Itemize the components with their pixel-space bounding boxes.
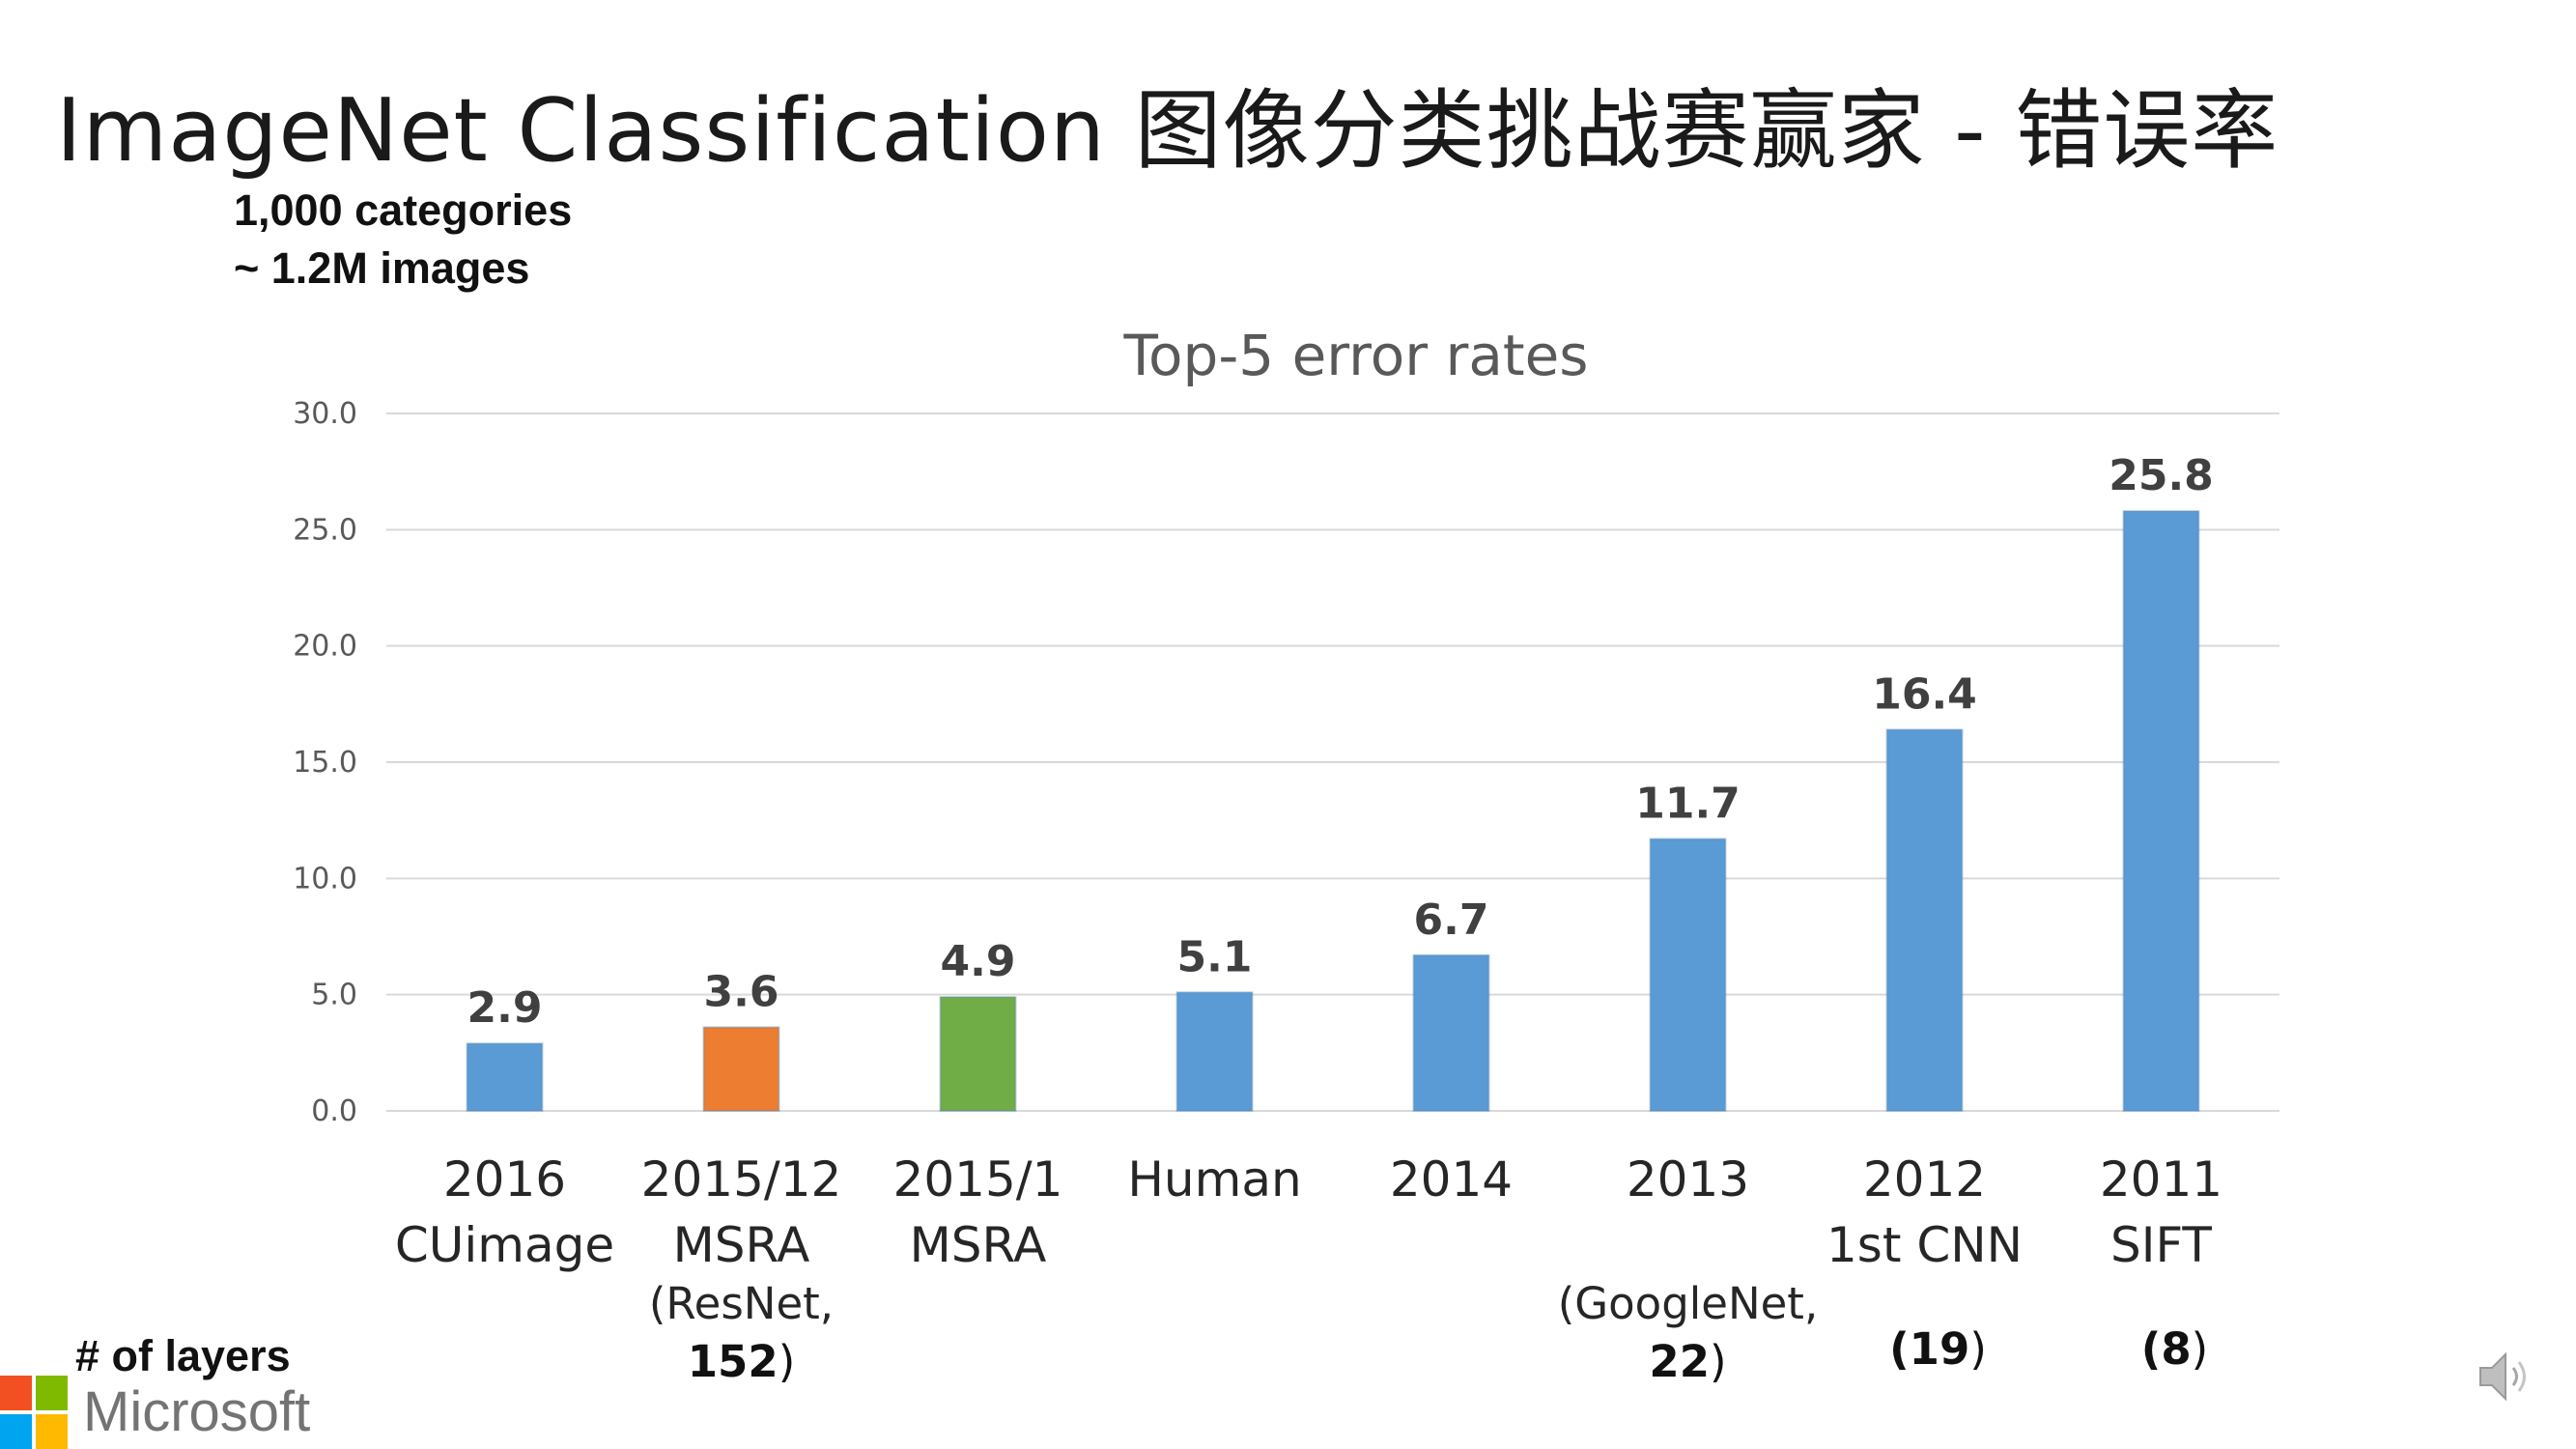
- bar: [466, 1042, 544, 1112]
- x-category-label: 2013: [1627, 1151, 1749, 1208]
- x-category-label: Human: [1127, 1151, 1301, 1208]
- bar-value-label: 2.9: [467, 983, 543, 1033]
- speaker-icon[interactable]: [2475, 1347, 2534, 1406]
- chart-title: Top-5 error rates: [1122, 323, 1588, 388]
- bar-value-label: 6.7: [1414, 895, 1489, 945]
- bar-value-label: 4.9: [941, 937, 1016, 986]
- layer-count-label: 22): [1649, 1336, 1726, 1387]
- layer-count-label: 152): [688, 1336, 796, 1387]
- layer-count-label: (8): [2141, 1323, 2208, 1375]
- bar-value-label: 11.7: [1635, 779, 1741, 828]
- y-tick-label: 15.0: [293, 746, 357, 780]
- layer-note-text: (ResNet,: [649, 1278, 834, 1329]
- y-tick-label: 25.0: [293, 513, 357, 547]
- x-category-label: CUimage: [395, 1217, 614, 1273]
- bar: [702, 1026, 780, 1112]
- y-tick-label: 5.0: [311, 979, 357, 1012]
- y-tick-label: 20.0: [293, 630, 357, 664]
- layers-label: # of layers: [75, 1331, 291, 1380]
- x-category-label: MSRA: [673, 1217, 810, 1273]
- bar: [2122, 510, 2200, 1112]
- x-category-label: 2014: [1390, 1151, 1513, 1208]
- bar-value-label: 3.6: [704, 967, 779, 1016]
- bar-value-label: 25.8: [2109, 451, 2214, 500]
- bar-value-label: 16.4: [1872, 669, 1977, 719]
- x-category-label: 1st CNN: [1826, 1217, 2023, 1273]
- slide-title: ImageNet Classification 图像分类挑战赛赢家 - 错误率: [56, 80, 2279, 182]
- bar: [1412, 953, 1490, 1113]
- categories-note: 1,000 categories: [234, 185, 573, 235]
- x-category-label: 2016: [443, 1151, 566, 1208]
- x-category-label: 2015/12: [641, 1151, 842, 1208]
- x-category-label: 2015/1: [893, 1151, 1063, 1208]
- y-tick-label: 30.0: [293, 397, 357, 431]
- microsoft-wordmark: Microsoft: [83, 1380, 311, 1443]
- images-note: ~ 1.2M images: [234, 243, 530, 293]
- y-tick-label: 0.0: [311, 1094, 357, 1128]
- x-category-label: MSRA: [910, 1217, 1047, 1273]
- x-category-label: 2011: [2100, 1151, 2222, 1208]
- bar: [1175, 991, 1254, 1113]
- bar: [1649, 838, 1727, 1112]
- bar-value-label: 5.1: [1177, 932, 1253, 981]
- bar: [939, 996, 1017, 1113]
- bar: [1885, 728, 1964, 1112]
- x-category-label: 2012: [1863, 1151, 1986, 1208]
- layer-count-label: (19): [1889, 1323, 1987, 1375]
- layer-note-text: (GoogleNet,: [1558, 1278, 1819, 1329]
- y-tick-label: 10.0: [293, 862, 357, 895]
- x-category-label: SIFT: [2110, 1217, 2212, 1273]
- microsoft-logo-icon: [0, 1376, 68, 1449]
